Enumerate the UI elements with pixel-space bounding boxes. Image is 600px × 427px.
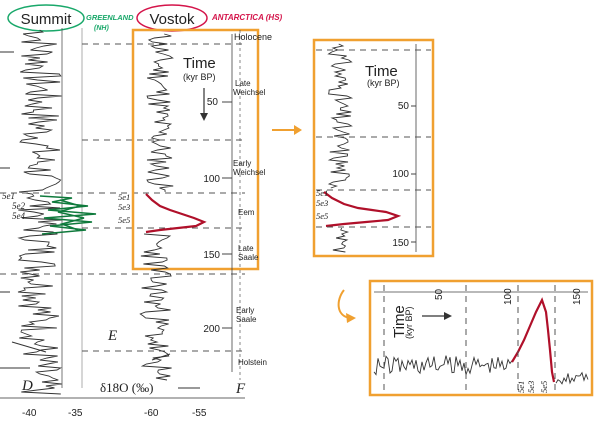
zoom-lower-trace xyxy=(332,227,350,253)
period-holstein: Holstein xyxy=(238,358,267,367)
vostok-note: ANTARCTICA (HS) xyxy=(211,13,283,22)
main-tick-100: 100 xyxy=(203,174,220,185)
rotated-highlight-box xyxy=(368,279,594,397)
delta-o18-axis-label: δ18O (‰) xyxy=(100,380,153,395)
rotated-tail-trace xyxy=(555,371,589,385)
zoom-panel: Time (kyr BP) 50 100 150 5e1 5e3 5e5 xyxy=(312,38,435,258)
vostok-eem-trace xyxy=(145,193,207,234)
tick-minus60: -60 xyxy=(144,408,159,419)
left-arrow-4 xyxy=(11,341,47,353)
period-early-saale-2: Saale xyxy=(236,315,257,324)
period-holocene: Holocene xyxy=(234,32,272,42)
period-labels: Holocene Late Weichsel Early Weichsel Ee… xyxy=(233,30,272,397)
rotated-time-label: Time xyxy=(391,305,408,338)
panel-e-arrow xyxy=(151,353,171,361)
zoom-time-unit: (kyr BP) xyxy=(367,78,400,88)
rotated-eem-trace xyxy=(511,297,556,383)
zoom-eem-trace xyxy=(323,191,402,228)
hook-arrow-icon xyxy=(337,289,356,323)
zoom-highlight-box xyxy=(312,38,435,258)
tick-minus35: -35 xyxy=(68,408,83,419)
period-weichsel: Weichsel xyxy=(233,88,266,97)
period-boundaries xyxy=(0,43,245,352)
rotated-tick-150: 150 xyxy=(572,288,583,305)
zoom-stage-5e5: 5e5 xyxy=(316,211,328,221)
vostok-stage-5e1: 5e1 xyxy=(118,192,130,202)
main-tick-200: 200 xyxy=(203,324,220,335)
zoom-stage-5e1: 5e1 xyxy=(316,188,328,198)
summit-circle xyxy=(7,4,85,32)
vostok-stage-5e5: 5e5 xyxy=(118,215,130,225)
vostok-main-panel: Time (kyr BP) 50 100 150 200 5e1 5e3 5e5… xyxy=(107,28,260,381)
stage-label-5e2: 5e2 xyxy=(12,201,25,211)
summit-green-trace-2 xyxy=(57,199,85,231)
vostok-label: Vostok xyxy=(149,11,195,28)
stage-label-5e4: 5e4 xyxy=(12,211,25,221)
rotated-tick-50: 50 xyxy=(434,288,445,300)
period-weichsel-2: Weichsel xyxy=(233,168,266,177)
panel-label-d: D xyxy=(21,378,33,394)
rotated-time-unit: (kyr BP) xyxy=(404,306,414,339)
zoom-tick-50: 50 xyxy=(398,101,410,112)
rotated-tick-100: 100 xyxy=(503,288,514,305)
period-late: Late xyxy=(235,79,251,88)
down-arrow-icon xyxy=(200,88,208,121)
main-tick-50: 50 xyxy=(207,97,219,108)
zoom-time-label: Time xyxy=(365,63,398,80)
main-time-unit: (kyr BP) xyxy=(183,72,216,82)
zoom-trace xyxy=(327,43,354,189)
vostok-lower-trace xyxy=(139,233,172,381)
period-late-saale-2: Saale xyxy=(238,253,259,262)
vostok-stage-5e3: 5e3 xyxy=(118,202,130,212)
tick-minus40: -40 xyxy=(22,408,37,419)
right-arrow-icon xyxy=(272,125,302,135)
tick-minus55: -55 xyxy=(192,408,207,419)
rotated-panel: Time (kyr BP) 50 100 150 5e1 5e3 5e5 xyxy=(368,279,594,397)
rotated-trace xyxy=(373,355,513,376)
bottom-axis: -40 -35 -60 -55 δ18O (‰) xyxy=(0,380,245,419)
summit-trace xyxy=(17,29,63,395)
period-early-saale-1: Early xyxy=(236,306,254,315)
main-highlight-box xyxy=(131,28,260,271)
summit-note-nh: (NH) xyxy=(94,25,109,32)
summit-note: GREENLAND xyxy=(86,13,134,22)
rotated-stage-5e5: 5e5 xyxy=(539,381,549,393)
summit-column: 5e1 5e2 5e4 D xyxy=(2,28,97,395)
panel-label-e: E xyxy=(107,328,117,344)
summit-green-trace xyxy=(39,195,97,235)
rotated-stage-5e3: 5e3 xyxy=(526,381,536,393)
zoom-tick-100: 100 xyxy=(392,169,409,180)
main-time-label: Time xyxy=(183,55,216,72)
left-arrows xyxy=(0,51,47,369)
main-tick-150: 150 xyxy=(203,250,220,261)
rotated-stage-5e1: 5e1 xyxy=(516,381,526,393)
panel-label-f: F xyxy=(235,381,246,397)
period-eem: Eem xyxy=(238,208,255,217)
period-early: Early xyxy=(233,159,251,168)
vostok-trace xyxy=(146,33,174,193)
zoom-tick-150: 150 xyxy=(392,238,409,249)
zoom-stage-5e3: 5e3 xyxy=(316,198,328,208)
header-labels: Summit GREENLAND (NH) Vostok ANTARCTICA … xyxy=(7,4,283,32)
rotated-right-arrow-icon xyxy=(422,312,452,320)
summit-label: Summit xyxy=(21,11,73,28)
period-late-saale-1: Late xyxy=(238,244,254,253)
stage-label-5e1: 5e1 xyxy=(2,191,15,201)
